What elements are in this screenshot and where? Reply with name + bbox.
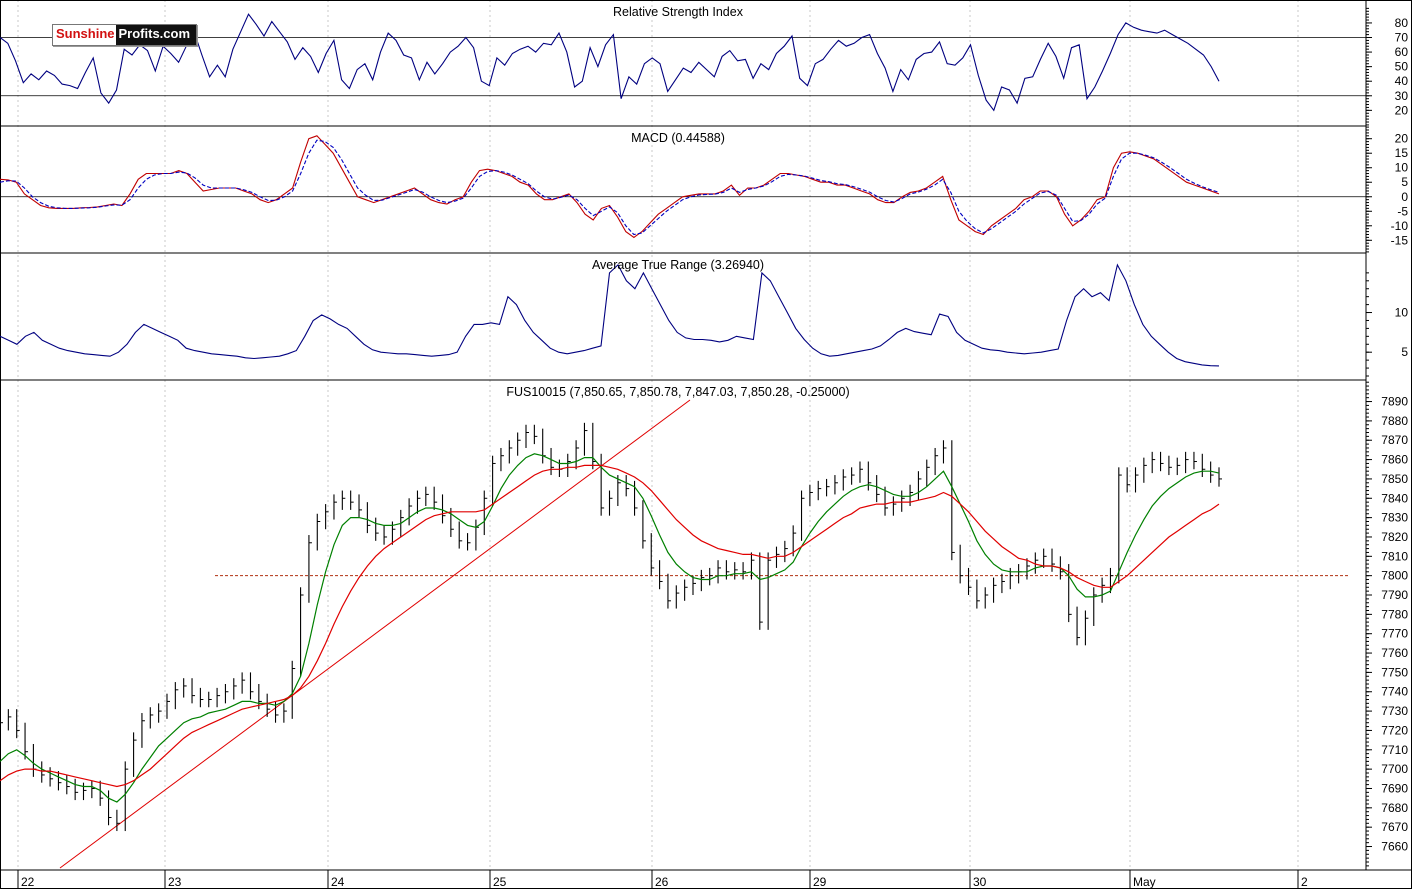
price-y-tick-label-15: 7810 — [1381, 549, 1408, 563]
macd-y-tick-label-7: 20 — [1395, 132, 1409, 146]
rsi-y-tick-label-6: 80 — [1395, 16, 1409, 30]
price-y-tick-label-21: 7870 — [1381, 433, 1408, 447]
price-y-tick-label-3: 7690 — [1381, 781, 1408, 795]
sunshine-profits-logo: Sunshine Profits.com — [52, 24, 198, 46]
x-tick-label-0: 22 — [21, 875, 35, 889]
price-y-tick-label-0: 7660 — [1381, 840, 1408, 854]
macd-y-tick-label-0: -15 — [1391, 233, 1409, 247]
atr-panel-title: Average True Range (3.26940) — [592, 258, 764, 272]
trend-line — [59, 399, 691, 869]
atr-series-0-line — [0, 263, 1220, 367]
price-y-tick-label-8: 7740 — [1381, 685, 1408, 699]
price-series-2-line — [0, 464, 1220, 788]
macd-series-0-line — [0, 135, 1220, 239]
macd-y-tick-label-4: 5 — [1401, 175, 1408, 189]
x-tick-label-3: 25 — [493, 875, 507, 889]
macd-y-tick-label-1: -10 — [1391, 219, 1409, 233]
price-y-tick-label-23: 7890 — [1381, 395, 1408, 409]
price-y-tick-label-16: 7820 — [1381, 530, 1408, 544]
x-tick-label-2: 24 — [331, 875, 345, 889]
rsi-y-tick-label-2: 40 — [1395, 74, 1409, 88]
price-y-tick-label-5: 7710 — [1381, 743, 1408, 757]
series-layer — [0, 13, 1348, 869]
x-tick-label-6: 30 — [973, 875, 987, 889]
price-y-tick-label-9: 7750 — [1381, 665, 1408, 679]
rsi-y-tick-label-4: 60 — [1395, 45, 1409, 59]
text-layer: 22 23 24 25 26 29 30 May 220304050607080Relative… — [21, 5, 1408, 889]
price-y-tick-label-7: 7730 — [1381, 704, 1408, 718]
rsi-y-tick-label-1: 30 — [1395, 89, 1409, 103]
rsi-series-0-line — [0, 13, 1220, 112]
price-y-tick-label-18: 7840 — [1381, 491, 1408, 505]
grid-layer — [17, 0, 1299, 870]
price-y-tick-label-2: 7680 — [1381, 801, 1408, 815]
price-y-tick-label-13: 7790 — [1381, 588, 1408, 602]
rsi-y-tick-label-5: 70 — [1395, 31, 1409, 45]
price-y-tick-label-6: 7720 — [1381, 723, 1408, 737]
price-y-tick-label-20: 7860 — [1381, 453, 1408, 467]
x-tick-label-8: 2 — [1301, 875, 1308, 889]
macd-y-tick-label-6: 15 — [1395, 146, 1409, 160]
rsi-y-tick-label-3: 50 — [1395, 60, 1409, 74]
macd-panel-title: MACD (0.44588) — [631, 131, 725, 145]
x-tick-label-5: 29 — [813, 875, 827, 889]
price-panel-title: FUS10015 (7,850.65, 7,850.78, 7,847.03, … — [506, 385, 849, 399]
price-y-tick-label-17: 7830 — [1381, 511, 1408, 525]
price-y-tick-label-19: 7850 — [1381, 472, 1408, 486]
macd-y-tick-label-5: 10 — [1395, 161, 1409, 175]
price-series-1-line — [0, 453, 1220, 803]
price-y-tick-label-12: 7780 — [1381, 607, 1408, 621]
rsi-y-tick-label-0: 20 — [1395, 103, 1409, 117]
macd-series-1-line — [0, 139, 1220, 236]
price-y-tick-label-14: 7800 — [1381, 569, 1408, 583]
macd-y-tick-label-3: 0 — [1401, 190, 1408, 204]
x-tick-label-7: May — [1133, 875, 1156, 889]
logo-part-2: Profits.com — [115, 25, 197, 45]
price-y-tick-label-10: 7760 — [1381, 646, 1408, 660]
rsi-panel-title: Relative Strength Index — [613, 5, 744, 19]
logo-part-1: Sunshine — [56, 26, 115, 41]
atr-y-tick-label-0: 5 — [1401, 345, 1408, 359]
x-tick-label-4: 26 — [655, 875, 669, 889]
price-y-tick-label-11: 7770 — [1381, 627, 1408, 641]
atr-y-tick-label-1: 10 — [1395, 306, 1409, 320]
price-y-tick-label-1: 7670 — [1381, 820, 1408, 834]
macd-y-tick-label-2: -5 — [1397, 204, 1408, 218]
price-y-tick-label-4: 7700 — [1381, 762, 1408, 776]
price-y-tick-label-22: 7880 — [1381, 414, 1408, 428]
x-tick-label-1: 23 — [168, 875, 182, 889]
